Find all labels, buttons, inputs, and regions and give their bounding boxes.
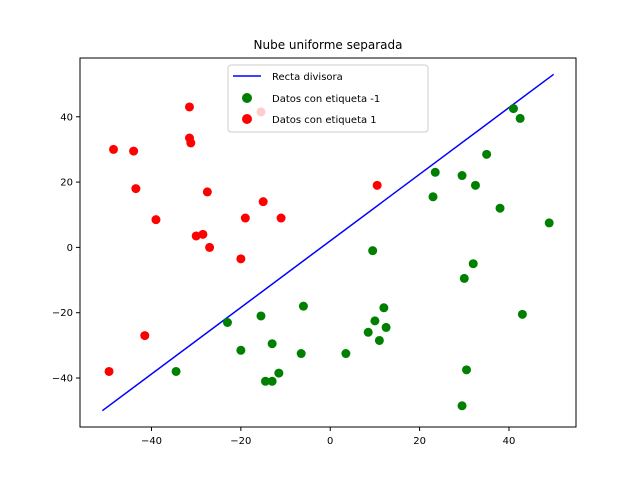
- legend-label-1: Datos con etiqueta 1: [272, 115, 377, 126]
- data-point-label-1: [140, 331, 150, 341]
- data-point-label-neg1: [457, 401, 467, 411]
- legend-box: [227, 64, 429, 133]
- data-point-label-1: [131, 184, 141, 194]
- y-tick-label: 40: [60, 112, 73, 123]
- data-point-label-neg1: [341, 349, 351, 359]
- x-tick-label: 40: [503, 436, 516, 447]
- x-tick-label: −20: [230, 436, 251, 447]
- data-point-label-1: [372, 180, 382, 190]
- y-tick-label: −40: [52, 374, 73, 385]
- data-point-label-neg1: [457, 171, 467, 181]
- data-point-label-neg1: [256, 311, 266, 321]
- data-point-label-neg1: [267, 339, 277, 349]
- data-point-label-1: [184, 102, 194, 112]
- data-point-label-neg1: [381, 322, 391, 332]
- data-point-label-neg1: [260, 376, 270, 386]
- data-point-label-neg1: [462, 365, 472, 375]
- data-point-label-1: [276, 213, 286, 223]
- data-point-label-1: [202, 187, 212, 197]
- data-point-label-neg1: [430, 167, 440, 177]
- data-point-label-1: [236, 254, 246, 264]
- data-point-label-1: [104, 366, 114, 376]
- x-axis-ticks: −40 −20 0 20 40: [141, 427, 515, 447]
- data-point-label-neg1: [171, 366, 181, 376]
- legend: Recta divisora Datos con etiqueta -1 Dat…: [227, 64, 429, 133]
- data-point-label-neg1: [544, 218, 554, 228]
- data-point-label-neg1: [459, 273, 469, 283]
- legend-label-line: Recta divisora: [272, 72, 343, 83]
- data-point-label-neg1: [508, 104, 518, 114]
- data-point-label-1: [240, 213, 250, 223]
- x-tick-label: −40: [141, 436, 162, 447]
- data-point-label-neg1: [470, 180, 480, 190]
- y-tick-label: 20: [60, 178, 73, 189]
- data-point-label-1: [109, 144, 119, 154]
- data-point-label-neg1: [368, 246, 378, 256]
- data-point-label-neg1: [428, 192, 438, 202]
- data-point-label-neg1: [515, 113, 525, 123]
- legend-marker-label-1: [242, 114, 252, 124]
- legend-marker-label-neg1: [242, 93, 252, 103]
- data-point-label-neg1: [517, 309, 527, 319]
- data-point-label-neg1: [374, 335, 384, 345]
- data-point-label-neg1: [236, 345, 246, 355]
- data-point-label-1: [186, 138, 196, 148]
- data-point-label-neg1: [274, 368, 284, 378]
- data-point-label-neg1: [482, 149, 492, 159]
- plot-area: [101, 73, 555, 412]
- data-point-label-1: [129, 146, 139, 156]
- data-point-label-neg1: [296, 349, 306, 359]
- y-tick-label: 0: [67, 243, 73, 254]
- x-tick-label: 0: [327, 436, 333, 447]
- data-point-label-1: [151, 215, 161, 225]
- data-point-label-1: [198, 229, 208, 239]
- data-point-label-neg1: [379, 303, 389, 313]
- data-point-label-neg1: [267, 376, 277, 386]
- y-axis-ticks: −40 −20 0 20 40: [52, 112, 80, 385]
- data-point-label-neg1: [222, 318, 232, 328]
- divider-line: [101, 73, 555, 412]
- data-point-label-1: [258, 197, 268, 207]
- x-tick-label: 20: [413, 436, 426, 447]
- data-point-label-neg1: [363, 327, 373, 337]
- legend-label-neg1: Datos con etiqueta -1: [272, 94, 380, 105]
- data-point-label-neg1: [495, 203, 505, 213]
- chart-title: Nube uniforme separada: [254, 38, 403, 52]
- axes-frame: [79, 57, 577, 428]
- y-tick-label: −20: [52, 308, 73, 319]
- data-point-label-1: [205, 242, 215, 252]
- data-point-label-neg1: [370, 316, 380, 326]
- data-point-label-neg1: [468, 259, 478, 269]
- data-point-label-neg1: [298, 301, 308, 311]
